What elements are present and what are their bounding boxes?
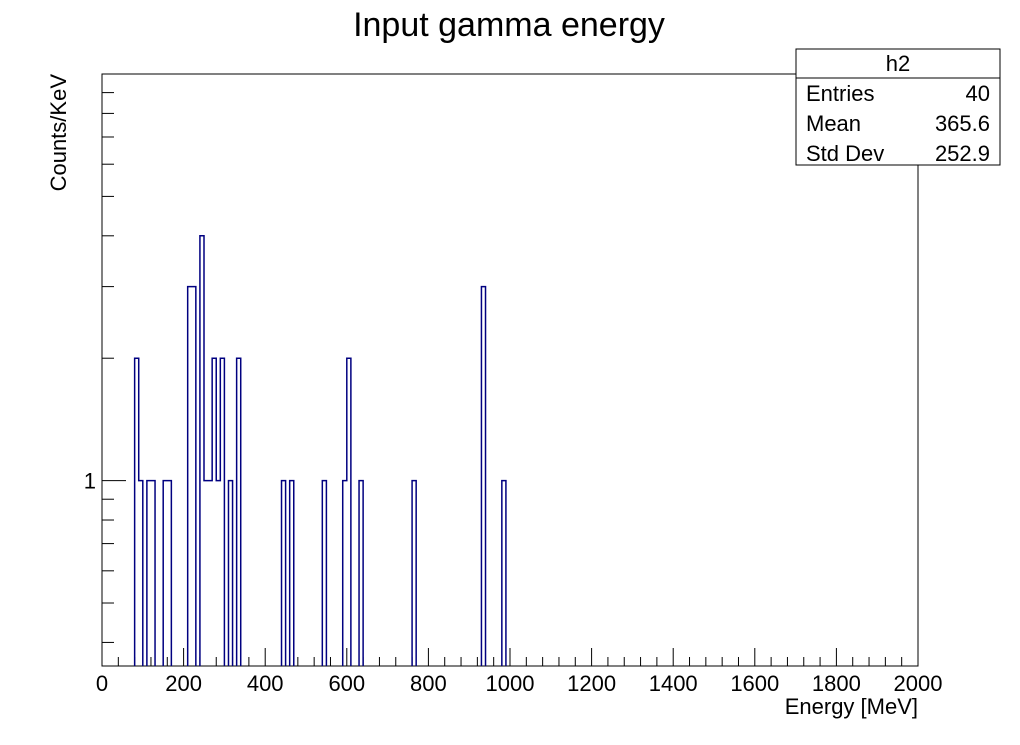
x-tick-label: 1400 <box>649 671 698 696</box>
stats-stddev-label: Std Dev <box>806 141 884 166</box>
x-axis-tick-labels: 0 200 400 600 800 1000 1200 1400 1600 1800 2000 <box>96 671 943 696</box>
x-tick-label: 2000 <box>894 671 943 696</box>
stats-mean-value: 365.6 <box>935 111 990 136</box>
y-axis-ticks <box>102 92 126 643</box>
stats-mean-label: Mean <box>806 111 861 136</box>
y-axis-tick-labels: 1 <box>84 469 96 494</box>
x-tick-label: 800 <box>410 671 447 696</box>
stats-box: h2 Entries 40 Mean 365.6 Std Dev 252.9 <box>795 48 1001 166</box>
stats-box-title: h2 <box>886 51 910 76</box>
stats-entries-label: Entries <box>806 81 874 106</box>
histogram-bins <box>135 236 506 666</box>
x-tick-label: 1800 <box>812 671 861 696</box>
x-tick-label: 600 <box>328 671 365 696</box>
histogram-bin <box>216 481 220 666</box>
histogram-bin <box>208 481 212 666</box>
chart-title: Input gamma energy <box>353 6 665 44</box>
x-tick-label: 400 <box>247 671 284 696</box>
histogram-series-outline <box>133 235 507 666</box>
stats-entries-value: 40 <box>966 81 990 106</box>
x-tick-label: 0 <box>96 671 108 696</box>
x-tick-label: 1000 <box>486 671 535 696</box>
x-tick-label: 1600 <box>730 671 779 696</box>
x-tick-label: 200 <box>165 671 202 696</box>
y-tick-label: 1 <box>84 469 96 494</box>
x-axis-label: Energy [MeV] <box>785 694 918 719</box>
x-tick-label: 1200 <box>567 671 616 696</box>
stats-stddev-value: 252.9 <box>935 141 990 166</box>
y-axis-label: Counts/KeV <box>46 74 71 192</box>
histogram-bin <box>204 481 208 666</box>
